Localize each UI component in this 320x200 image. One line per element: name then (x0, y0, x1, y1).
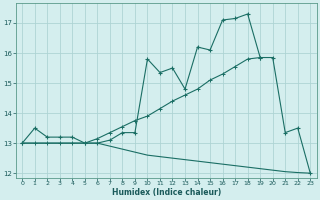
X-axis label: Humidex (Indice chaleur): Humidex (Indice chaleur) (112, 188, 221, 197)
